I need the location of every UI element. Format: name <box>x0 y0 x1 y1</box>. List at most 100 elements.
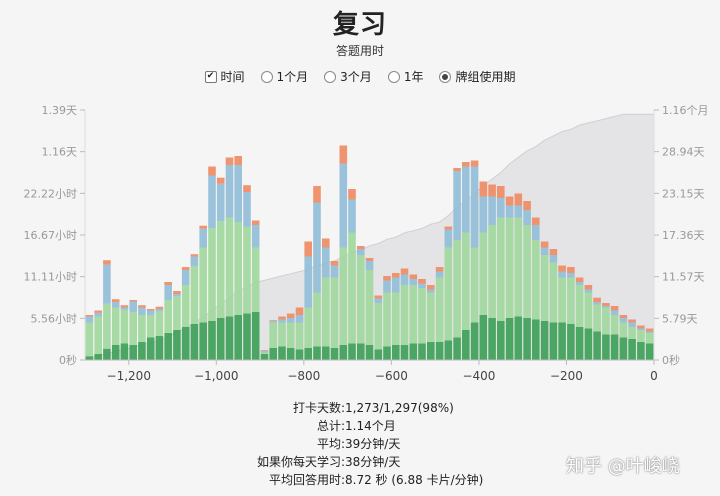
bar-segment-relearning <box>453 168 461 171</box>
bar-segment-learning <box>400 274 409 285</box>
bar-segment-mature <box>523 318 531 360</box>
checkbox-icon[interactable]: ✔ <box>204 70 217 83</box>
bar-segment-relearning <box>392 273 400 278</box>
bar-segment-young <box>322 277 330 347</box>
bar-segment-learning <box>190 256 199 267</box>
bar-segment-relearning <box>497 186 505 198</box>
bar-segment-learning <box>295 315 304 323</box>
bar-segment-mature <box>164 333 172 360</box>
bar-segment-relearning <box>444 226 453 230</box>
radio-icon[interactable] <box>260 70 273 83</box>
bar-segment-learning <box>199 228 207 248</box>
bar-segment-mature <box>462 330 470 360</box>
bar-segment-young <box>584 292 593 329</box>
bar-segment-relearning <box>322 238 330 248</box>
bar-segment-young <box>418 288 426 344</box>
bar-segment-learning <box>322 247 330 278</box>
bar-segment-learning <box>409 279 418 285</box>
bar-segment-learning <box>146 310 155 315</box>
bar-segment-mature <box>567 324 575 360</box>
bar-segment-mature <box>111 345 120 360</box>
stat-row-average: 平均: 39分钟/天 <box>0 435 720 453</box>
option-deck-life[interactable]: 牌组使用期 <box>439 68 515 85</box>
bar-segment-young <box>444 247 453 341</box>
bar-segment-mature <box>584 328 593 360</box>
option-label: 1个月 <box>276 70 309 84</box>
bar-segment-learning <box>392 277 400 293</box>
bar-segment-mature <box>146 337 155 360</box>
bar-segment-mature <box>470 322 479 360</box>
bar-segment-learning <box>365 261 374 270</box>
bar-segment-young <box>479 232 488 315</box>
option-time[interactable]: ✔ 时间 <box>204 68 245 85</box>
right-tick-label: 0秒 <box>662 353 680 367</box>
stat-label: 打卡天数: <box>292 401 345 415</box>
bar-segment-young <box>435 277 444 342</box>
bar-segment-learning <box>593 302 601 305</box>
bar-segment-learning <box>497 198 505 218</box>
bar-segment-learning <box>479 196 488 233</box>
bar-segment-young <box>619 322 628 338</box>
radio-icon[interactable] <box>387 70 400 83</box>
bar-segment-relearning <box>365 258 374 261</box>
bar-segment-relearning <box>181 267 190 270</box>
bar-segment-mature <box>234 315 242 360</box>
bar-segment-young <box>348 232 356 344</box>
right-tick-label: 11.57天 <box>662 271 705 284</box>
x-tick-label: −600 <box>375 369 408 383</box>
bar-segment-mature <box>409 343 418 360</box>
bar-segment-mature <box>286 348 295 360</box>
bar-segment-young <box>330 277 339 348</box>
bar-segment-learning <box>427 289 435 293</box>
bar-segment-relearning <box>190 254 199 257</box>
bar-segment-learning <box>602 306 610 308</box>
bar-segment-mature <box>628 339 636 360</box>
option-3-months[interactable]: 3个月 <box>324 68 372 85</box>
bar-segment-young <box>593 304 601 332</box>
bar-segment-relearning <box>216 177 225 184</box>
bar-segment-relearning <box>435 267 444 272</box>
bar-segment-relearning <box>567 267 575 273</box>
bar-segment-learning <box>120 307 129 310</box>
stat-row-daily-if-studied: 如果你每天学习: 38分钟/天 <box>0 453 720 471</box>
bar-segment-mature <box>181 327 190 360</box>
bar-segment-young <box>339 247 348 345</box>
bar-segment-young <box>453 240 461 338</box>
bar-segment-relearning <box>313 186 321 203</box>
bar-segment-mature <box>637 342 645 360</box>
stat-label: 如果你每天学习: <box>256 455 345 469</box>
bar-segment-learning <box>637 328 645 330</box>
bar-segment-mature <box>225 316 234 360</box>
bar-segment-young <box>295 322 304 350</box>
right-tick-label: 23.15天 <box>662 187 705 200</box>
bar-segment-young <box>462 232 470 330</box>
bar-segment-relearning <box>427 285 435 290</box>
bar-segment-mature <box>549 322 558 360</box>
bar-segment-young <box>138 315 146 342</box>
bar-segment-mature <box>418 343 426 360</box>
radio-selected-icon[interactable] <box>439 70 452 83</box>
bar-segment-mature <box>138 342 146 360</box>
option-1-year[interactable]: 1年 <box>387 68 423 85</box>
bar-segment-relearning <box>532 217 540 225</box>
bar-segment-young <box>505 217 514 318</box>
bar-segment-learning <box>164 285 172 300</box>
bar-segment-mature <box>304 348 312 360</box>
bar-segment-learning <box>208 175 216 228</box>
bar-segment-young <box>549 262 558 323</box>
bar-segment-relearning <box>645 328 654 332</box>
radio-icon[interactable] <box>324 70 337 83</box>
bar-segment-mature <box>602 334 610 360</box>
option-1-month[interactable]: 1个月 <box>260 68 309 85</box>
bar-segment-relearning <box>234 156 242 165</box>
bar-segment-learning <box>374 298 383 303</box>
bar-segment-young <box>497 217 505 321</box>
bar-segment-relearning <box>269 320 277 321</box>
bar-segment-relearning <box>278 316 286 320</box>
bar-segment-relearning <box>400 268 409 275</box>
bar-segment-learning <box>444 229 453 248</box>
left-tick-label: 5.56小时 <box>31 312 78 325</box>
bar-segment-relearning <box>575 277 584 282</box>
bar-segment-learning <box>549 255 558 263</box>
bar-segment-young <box>199 247 207 323</box>
